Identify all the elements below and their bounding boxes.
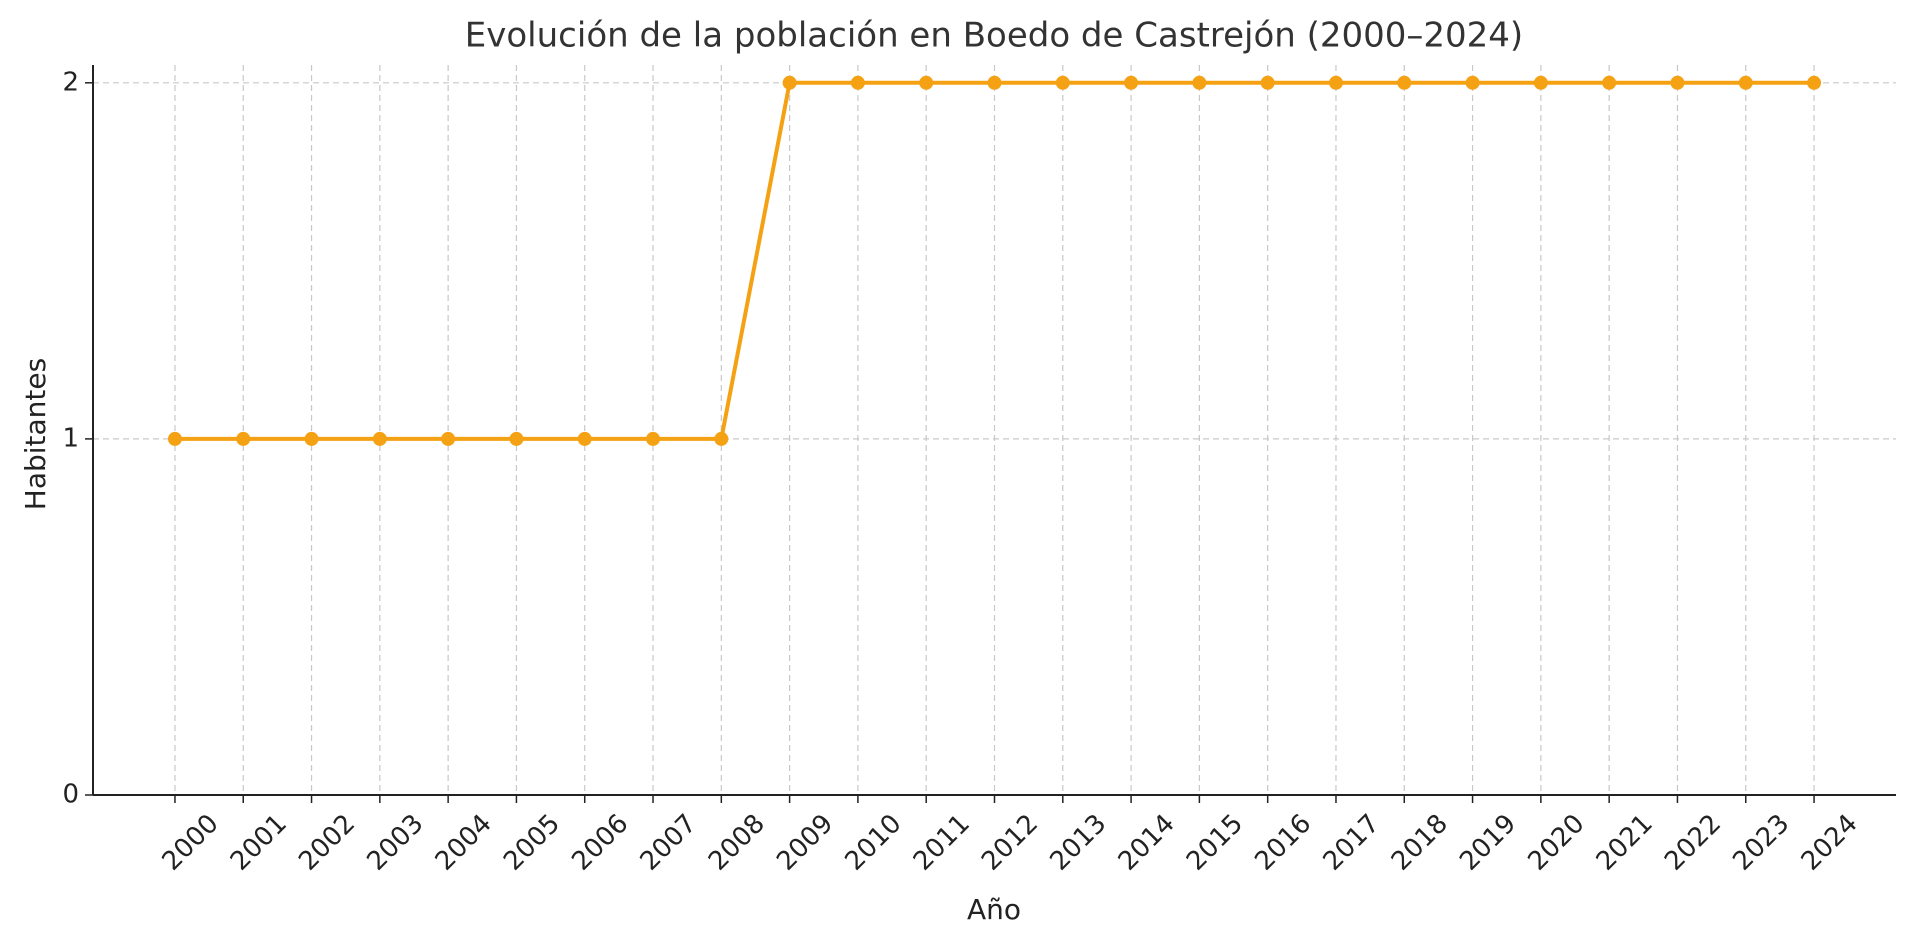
marker [919, 75, 934, 90]
x-tick-label: 2016 [1249, 809, 1317, 877]
x-tick-label: 2014 [1113, 809, 1181, 877]
x-tick-label: 2012 [976, 809, 1044, 877]
x-tick-label: 2008 [703, 809, 771, 877]
marker [236, 431, 251, 446]
marker [1465, 75, 1480, 90]
marker [1533, 75, 1548, 90]
y-tick-label: 2 [62, 67, 79, 97]
marker [1328, 75, 1343, 90]
y-tick-label: 0 [62, 780, 79, 810]
marker [1124, 75, 1139, 90]
x-tick-label: 2011 [908, 809, 976, 877]
chart-title: Evolución de la población en Boedo de Ca… [465, 16, 1523, 56]
marker [167, 431, 182, 446]
x-tick-label: 2023 [1727, 809, 1795, 877]
x-tick-label: 2004 [430, 809, 498, 877]
marker [577, 431, 592, 446]
x-tick-label: 2009 [771, 809, 839, 877]
marker [509, 431, 524, 446]
x-tick-label: 2024 [1796, 809, 1864, 877]
x-tick-label: 2013 [1044, 809, 1112, 877]
marker [304, 431, 319, 446]
marker [1055, 75, 1070, 90]
x-tick-label: 2020 [1523, 809, 1591, 877]
x-tick-label: 2021 [1591, 809, 1659, 877]
x-tick-label: 2018 [1386, 809, 1454, 877]
marker [782, 75, 797, 90]
marker [1602, 75, 1617, 90]
y-axis-label: Habitantes [19, 358, 52, 510]
marker [441, 431, 456, 446]
marker [1738, 75, 1753, 90]
x-tick-label: 2002 [293, 809, 361, 877]
x-tick-label: 2019 [1454, 809, 1522, 877]
marker [372, 431, 387, 446]
marker [646, 431, 661, 446]
x-tick-label: 2010 [840, 809, 908, 877]
marker [1192, 75, 1207, 90]
x-tick-label: 2003 [361, 809, 429, 877]
marker [714, 431, 729, 446]
x-tick-label: 2007 [635, 809, 703, 877]
x-axis-label: Año [967, 893, 1021, 926]
x-tick-label: 2005 [498, 809, 566, 877]
x-tick-label: 2015 [1181, 809, 1249, 877]
marker [1807, 75, 1822, 90]
x-tick-label: 2022 [1659, 809, 1727, 877]
marker [1260, 75, 1275, 90]
marker [1670, 75, 1685, 90]
marker [987, 75, 1002, 90]
x-tick-label: 2017 [1318, 809, 1386, 877]
x-tick-label: 2000 [157, 809, 225, 877]
x-tick-label: 2001 [225, 809, 293, 877]
y-tick-label: 1 [62, 423, 79, 453]
x-tick-label: 2006 [566, 809, 634, 877]
marker [1397, 75, 1412, 90]
marker [850, 75, 865, 90]
